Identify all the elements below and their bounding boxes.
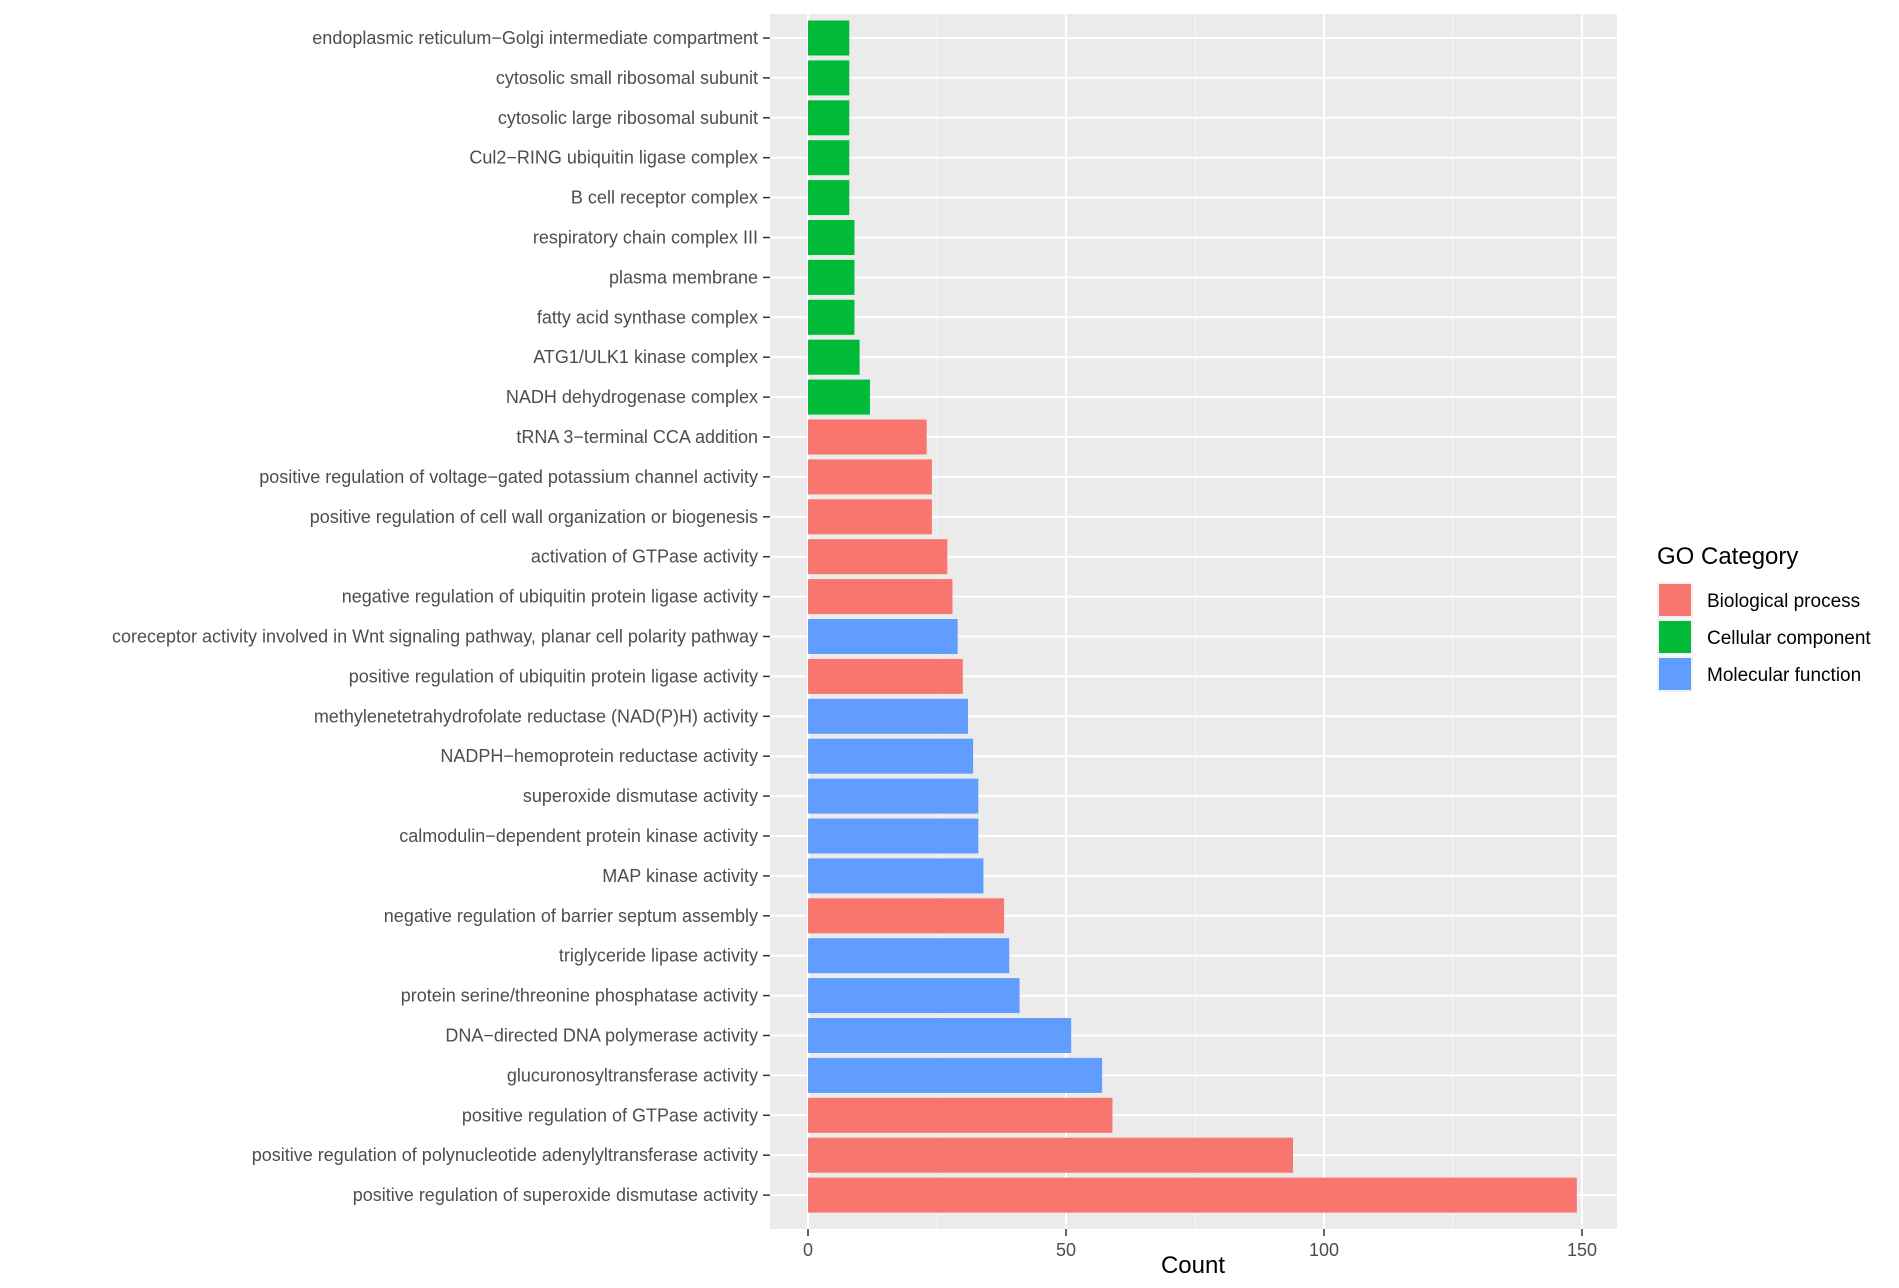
y-tick-label: positive regulation of superoxide dismut… — [353, 1185, 758, 1205]
bar — [808, 1018, 1072, 1053]
bar — [808, 938, 1010, 974]
legend-title: GO Category — [1657, 543, 1798, 570]
bar — [808, 698, 968, 734]
legend-swatch — [1659, 658, 1691, 690]
legend-label: Biological process — [1707, 591, 1860, 612]
bar — [808, 140, 850, 176]
y-tick-label: ATG1/ULK1 kinase complex — [533, 347, 758, 367]
y-tick-label: respiratory chain complex III — [533, 228, 758, 248]
x-tick-label: 100 — [1309, 1240, 1339, 1260]
x-axis-title: Count — [1161, 1252, 1225, 1279]
bar — [808, 419, 927, 455]
y-tick-label: Cul2−RING ubiquitin ligase complex — [469, 148, 758, 168]
y-tick-label: activation of GTPase activity — [531, 547, 758, 567]
y-tick-label: triglyceride lipase activity — [559, 946, 758, 966]
y-tick-label: NADH dehydrogenase complex — [506, 387, 758, 407]
bar — [808, 379, 870, 415]
legend-swatch — [1659, 584, 1691, 616]
legend-label: Molecular function — [1707, 665, 1861, 686]
bar — [808, 619, 958, 654]
legend-label: Cellular component — [1707, 628, 1871, 649]
y-tick-label: negative regulation of barrier septum as… — [384, 906, 758, 926]
y-tick-label: MAP kinase activity — [602, 866, 758, 886]
legend-swatch — [1659, 621, 1691, 653]
bars — [808, 20, 1577, 1213]
bar — [808, 220, 855, 255]
y-tick-label: endoplasmic reticulum−Golgi intermediate… — [312, 28, 758, 48]
y-tick-label: positive regulation of polynucleotide ad… — [252, 1145, 758, 1165]
bar — [808, 20, 850, 56]
x-tick-label: 50 — [1056, 1240, 1076, 1260]
y-tick-label: protein serine/threonine phosphatase act… — [401, 986, 758, 1006]
bar — [808, 180, 850, 216]
y-tick-label: coreceptor activity involved in Wnt sign… — [112, 627, 758, 647]
bar — [808, 978, 1020, 1014]
y-tick-label: NADPH−hemoprotein reductase activity — [440, 746, 758, 766]
y-tick-label: positive regulation of cell wall organiz… — [310, 507, 758, 527]
y-tick-label: positive regulation of GTPase activity — [462, 1105, 758, 1125]
x-axis: 0 50 100 150 — [803, 1229, 1597, 1260]
bar — [808, 60, 850, 96]
y-tick-label: cytosolic small ribosomal subunit — [496, 68, 758, 88]
y-tick-label: negative regulation of ubiquitin protein… — [342, 587, 758, 607]
y-tick-label: calmodulin−dependent protein kinase acti… — [399, 826, 758, 846]
bar — [808, 858, 984, 894]
bar — [808, 539, 948, 575]
y-tick-label: superoxide dismutase activity — [523, 786, 758, 806]
bar — [808, 1057, 1103, 1093]
bar — [808, 499, 932, 535]
x-tick-label: 150 — [1567, 1240, 1597, 1260]
y-tick-label: plasma membrane — [609, 267, 758, 287]
y-tick-label: cytosolic large ribosomal subunit — [498, 108, 758, 128]
bar — [808, 898, 1005, 934]
bar — [808, 579, 953, 615]
bar — [808, 738, 974, 774]
y-tick-label: tRNA 3−terminal CCA addition — [516, 427, 758, 447]
bar — [808, 100, 850, 136]
y-axis: endoplasmic reticulum−Golgi intermediate… — [112, 28, 770, 1205]
y-tick-label: DNA−directed DNA polymerase activity — [445, 1026, 758, 1046]
x-tick-label: 0 — [803, 1240, 813, 1260]
y-tick-label: fatty acid synthase complex — [537, 307, 758, 327]
bar — [808, 1097, 1113, 1133]
y-tick-label: positive regulation of ubiquitin protein… — [349, 666, 758, 686]
y-tick-label: methylenetetrahydrofolate reductase (NAD… — [314, 706, 758, 726]
bar — [808, 299, 855, 335]
bar — [808, 459, 932, 495]
legend: GO Category Biological process Cellular c… — [1657, 543, 1871, 692]
bar — [808, 658, 963, 694]
bar — [808, 259, 855, 295]
bar — [808, 339, 860, 375]
bar — [808, 778, 979, 814]
bar — [808, 1177, 1577, 1213]
bar — [808, 818, 979, 854]
bar — [808, 1137, 1294, 1173]
y-tick-label: glucuronosyltransferase activity — [507, 1065, 758, 1085]
y-tick-label: B cell receptor complex — [571, 188, 758, 208]
y-tick-label: positive regulation of voltage−gated pot… — [259, 467, 758, 487]
